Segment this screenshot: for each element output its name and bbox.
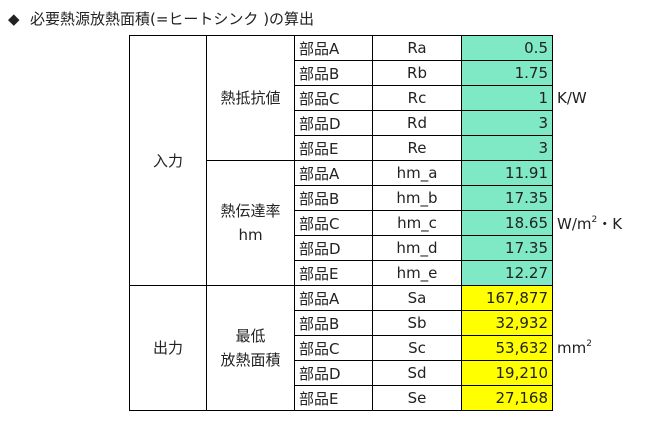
table-row: 熱伝達率 hm 部品A hm_a 11.91 W/m2・K <box>130 160 633 286</box>
transfer-value-cell[interactable]: 18.65 <box>461 210 553 236</box>
resistance-unit-text: K/W <box>557 89 587 107</box>
symbol-cell: Rb <box>372 60 462 86</box>
part-name: 部品E <box>294 260 373 286</box>
part-name: 部品E <box>294 135 373 161</box>
diamond-bullet-icon: ◆ <box>8 10 20 28</box>
resistance-value-cell[interactable]: 0.5 <box>461 35 553 61</box>
symbol-cell: hm_d <box>372 235 462 261</box>
symbol-cell: Sa <box>372 285 462 311</box>
symbol-cell: Re <box>372 135 462 161</box>
symbol-cell: hm_a <box>372 160 462 186</box>
transfer-value-cell[interactable]: 17.35 <box>461 235 553 261</box>
resistance-value-cell[interactable]: 1.75 <box>461 60 553 86</box>
part-name: 部品C <box>294 335 373 361</box>
part-name: 部品E <box>294 385 373 411</box>
transfer-value-cell[interactable]: 12.27 <box>461 260 553 286</box>
table-row: 部品C hm_c 18.65 <box>130 210 633 236</box>
part-name: 部品D <box>294 235 373 261</box>
transfer-value-cell[interactable]: 17.35 <box>461 185 553 211</box>
table-row: 部品D Sd 19,210 <box>130 360 633 386</box>
resistance-value-cell[interactable]: 1 <box>461 85 553 111</box>
transfer-unit: W/m2・K <box>553 161 633 286</box>
area-unit-exp: 2 <box>586 339 592 349</box>
transfer-unit-suffix: ・K <box>597 214 623 233</box>
transfer-label-line2: hm <box>238 226 263 244</box>
area-unit: mm2 <box>553 286 633 411</box>
output-group-label: 出力 <box>129 285 207 411</box>
area-label: 最低 放熱面積 <box>206 285 295 411</box>
table-row: 部品D hm_d 17.35 <box>130 235 633 261</box>
part-name: 部品B <box>294 185 373 211</box>
heat-sink-calc-table: 入力 熱抵抗値 部品A Ra 0.5 K/W 部品B Rb 1.75 部品C R… <box>129 35 633 411</box>
area-value-cell[interactable]: 53,632 <box>461 335 553 361</box>
part-name: 部品B <box>294 60 373 86</box>
resistance-value-cell[interactable]: 3 <box>461 110 553 136</box>
symbol-cell: Sd <box>372 360 462 386</box>
table-row: 部品C Sc 53,632 <box>130 335 633 361</box>
area-unit-prefix: mm <box>557 339 587 357</box>
symbol-cell: hm_c <box>372 210 462 236</box>
part-name: 部品C <box>294 85 373 111</box>
part-name: 部品A <box>294 160 373 186</box>
area-value-cell[interactable]: 167,877 <box>461 285 553 311</box>
area-value-cell[interactable]: 19,210 <box>461 360 553 386</box>
transfer-label: 熱伝達率 hm <box>206 160 295 286</box>
table-row: 部品E Re 3 <box>130 135 633 161</box>
table-row: 部品C Rc 1 <box>130 85 633 111</box>
part-name: 部品D <box>294 110 373 136</box>
input-group-label: 入力 <box>129 35 207 286</box>
symbol-cell: Sc <box>372 335 462 361</box>
symbol-cell: Sb <box>372 310 462 336</box>
resistance-unit: K/W <box>553 36 633 161</box>
symbol-cell: Rc <box>372 85 462 111</box>
table-row: 部品B Rb 1.75 <box>130 60 633 86</box>
area-label-line2: 放熱面積 <box>220 351 281 369</box>
part-name: 部品A <box>294 285 373 311</box>
transfer-unit-prefix: W/m <box>557 214 592 233</box>
table-row: 出力 最低 放熱面積 部品A Sa 167,877 mm2 <box>129 285 633 411</box>
part-name: 部品B <box>294 310 373 336</box>
symbol-cell: hm_e <box>372 260 462 286</box>
symbol-cell: hm_b <box>372 185 462 211</box>
transfer-label-line1: 熱伝達率 <box>220 202 281 220</box>
table-row: 部品B Sb 32,932 <box>130 310 633 336</box>
area-label-line1: 最低 <box>235 327 266 345</box>
table-row: 入力 熱抵抗値 部品A Ra 0.5 K/W <box>129 35 633 286</box>
transfer-unit-exp: 2 <box>591 214 598 225</box>
table-row: 部品D Rd 3 <box>130 110 633 136</box>
section-heading: ◆ 必要熱源放熱面積(=ヒートシンク )の算出 <box>8 8 314 30</box>
symbol-cell: Se <box>372 385 462 411</box>
resistance-label: 熱抵抗値 <box>206 35 295 161</box>
resistance-value-cell[interactable]: 3 <box>461 135 553 161</box>
symbol-cell: Rd <box>372 110 462 136</box>
area-value-cell[interactable]: 32,932 <box>461 310 553 336</box>
part-name: 部品D <box>294 360 373 386</box>
part-name: 部品A <box>294 35 373 61</box>
transfer-value-cell[interactable]: 11.91 <box>461 160 553 186</box>
area-value-cell[interactable]: 27,168 <box>461 385 553 411</box>
section-title: 必要熱源放熱面積(=ヒートシンク )の算出 <box>30 10 315 28</box>
symbol-cell: Ra <box>372 35 462 61</box>
table-row: 部品E Se 27,168 <box>130 385 633 411</box>
part-name: 部品C <box>294 210 373 236</box>
